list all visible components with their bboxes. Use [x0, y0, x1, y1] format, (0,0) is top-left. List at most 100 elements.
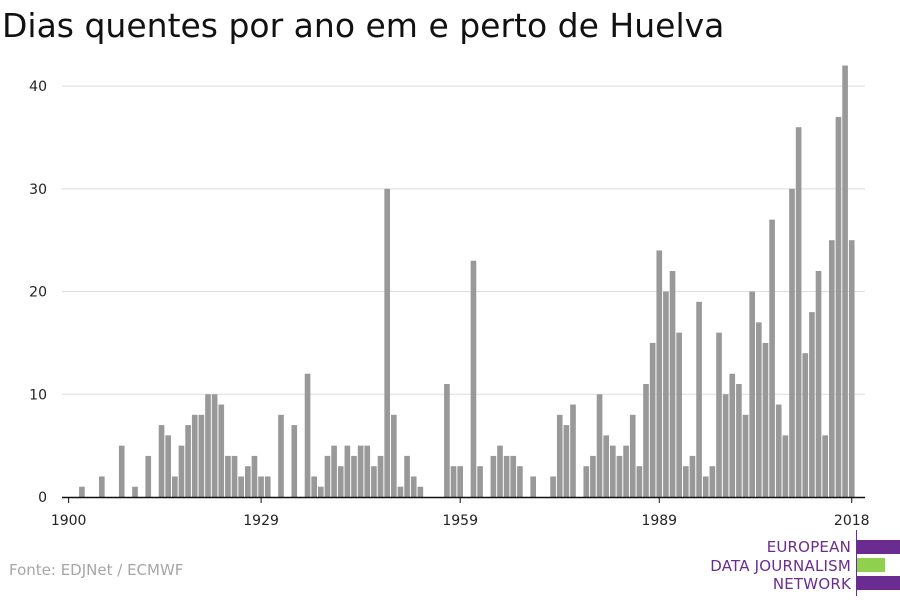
bar — [225, 455, 231, 497]
bar — [510, 455, 517, 497]
x-tick-label: 2018 — [834, 513, 870, 529]
bar — [782, 435, 789, 497]
bar — [609, 445, 616, 497]
bar — [185, 425, 191, 497]
bar — [835, 116, 842, 497]
bar — [118, 445, 125, 497]
bar — [822, 435, 829, 497]
bar — [769, 219, 775, 498]
bar — [444, 384, 450, 497]
bar — [689, 455, 696, 497]
logo-text-data-journalism: DATA JOURNALISM — [710, 557, 851, 575]
bar — [324, 455, 331, 497]
bar — [132, 486, 138, 497]
bar — [218, 404, 225, 497]
bar — [145, 455, 152, 497]
y-tick-label: 20 — [29, 285, 47, 301]
bar — [736, 384, 742, 497]
bar — [643, 384, 649, 497]
bar — [191, 414, 198, 497]
bar — [351, 455, 357, 497]
bar — [696, 301, 702, 497]
bar — [244, 466, 251, 497]
bar — [590, 455, 596, 497]
bar — [550, 476, 556, 497]
bars — [79, 65, 855, 498]
bar — [583, 466, 590, 497]
bar — [709, 466, 716, 497]
y-tick-label: 30 — [29, 182, 47, 198]
bar — [344, 445, 351, 497]
bar — [417, 486, 424, 497]
bar — [795, 127, 802, 497]
bar — [749, 291, 756, 497]
source-note: Fonte: EDJNet / ECMWF — [9, 561, 184, 579]
bar — [79, 486, 85, 497]
logo-bar-green — [857, 558, 885, 572]
x-axis: 1900 1929 1959 1989 2018 — [51, 496, 870, 529]
bar — [291, 425, 298, 497]
bar — [278, 414, 284, 497]
bar — [742, 414, 749, 497]
bar — [264, 476, 271, 497]
bar — [656, 250, 663, 497]
bar — [629, 414, 636, 497]
bar — [623, 445, 629, 497]
bar — [530, 476, 537, 497]
bar — [497, 445, 503, 497]
bar — [603, 435, 610, 497]
bar — [158, 425, 165, 497]
edjnet-logo[interactable]: EUROPEAN DATA JOURNALISM NETWORK — [700, 530, 900, 596]
bar — [331, 445, 337, 497]
bar — [205, 394, 211, 497]
bar — [404, 455, 410, 497]
bar — [676, 332, 683, 497]
bar — [171, 476, 178, 497]
bar — [702, 476, 709, 497]
bar — [789, 188, 795, 497]
bar — [563, 425, 570, 497]
bar — [470, 260, 477, 497]
bar — [98, 476, 105, 497]
bar — [722, 394, 729, 497]
bar — [716, 332, 722, 497]
bar — [384, 188, 391, 497]
bar — [616, 455, 623, 497]
bar — [669, 271, 676, 497]
bar — [231, 455, 238, 497]
bar — [682, 466, 689, 497]
bar — [198, 414, 205, 497]
bar — [755, 322, 762, 497]
bar — [636, 466, 643, 497]
bar — [211, 394, 218, 497]
bar — [337, 466, 344, 497]
bar — [663, 291, 669, 497]
y-tick-labels: 0 10 20 30 40 — [29, 79, 47, 506]
bar — [311, 476, 318, 497]
bar — [251, 455, 258, 497]
bar — [477, 466, 483, 497]
bar — [828, 240, 835, 497]
bar — [490, 455, 497, 497]
bar — [304, 373, 311, 497]
x-tick-label: 1989 — [641, 513, 677, 529]
bar — [238, 476, 245, 497]
bar — [517, 466, 523, 497]
logo-text-network: NETWORK — [772, 575, 851, 593]
bar — [390, 414, 397, 497]
logo-bar-purple-top — [857, 540, 900, 554]
bar — [596, 394, 603, 497]
bar — [775, 404, 782, 497]
bar — [842, 65, 848, 497]
bar — [570, 404, 576, 497]
bar — [258, 476, 264, 497]
bar — [802, 353, 809, 497]
bar — [364, 445, 371, 497]
bar — [457, 466, 464, 497]
x-tick-label: 1959 — [442, 513, 478, 529]
logo-bar-purple-bottom — [857, 576, 900, 590]
bar — [450, 466, 457, 497]
bar — [377, 455, 384, 497]
bar — [317, 486, 324, 497]
